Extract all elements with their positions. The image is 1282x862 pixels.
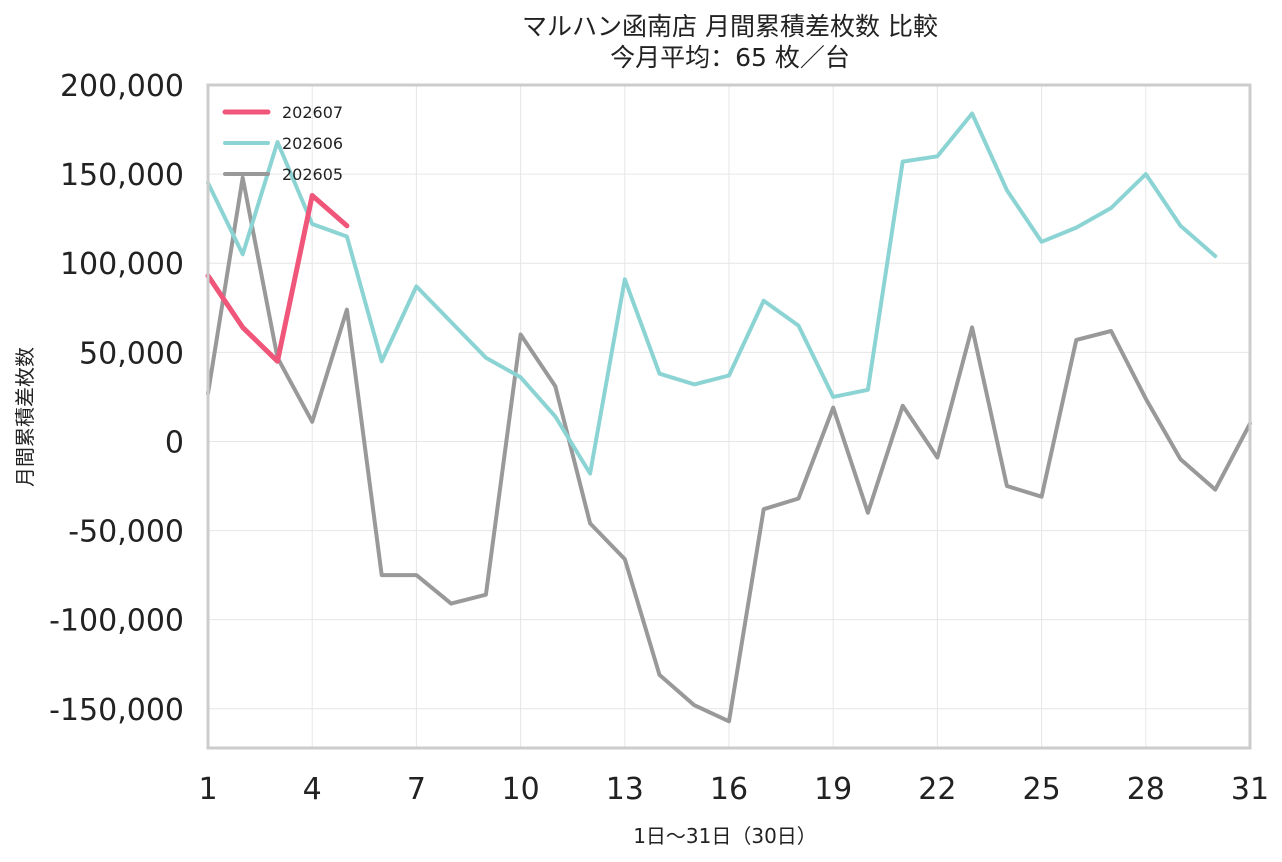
grid [207,84,1251,748]
legend-label-202607: 202607 [282,103,343,122]
series-line-202607 [205,193,350,364]
x-tick-label: 13 [606,772,644,807]
y-tick-label: -100,000 [49,604,184,639]
y-tick-label: 50,000 [79,336,184,371]
x-tick-label: 25 [1023,772,1061,807]
series-line-202606 [206,111,1218,476]
x-tick-label: 4 [303,772,322,807]
x-tick-label: 22 [918,772,956,807]
y-tick-label: 150,000 [60,158,184,193]
y-tick-label: -50,000 [68,515,184,550]
y-axis-ticks: 200,000 150,000 100,000 50,000 0 -50,000 -100,… [49,69,184,728]
series-layer [205,111,1252,724]
x-tick-label: 16 [710,772,748,807]
x-tick-label: 10 [502,772,540,807]
x-tick-label: 19 [814,772,852,807]
x-tick-label: 1 [198,772,217,807]
x-axis-label: 1日〜31日（30日） [633,824,817,848]
y-tick-label: -150,000 [49,693,184,728]
legend-label-202606: 202606 [282,134,343,153]
chart-subtitle: 今月平均：65 枚／台 [610,43,850,72]
y-axis-label: 月間累積差枚数 [13,347,37,487]
x-tick-label: 7 [407,772,426,807]
chart-title: マルハン函南店 月間累積差枚数 比較 [522,12,938,41]
plot-border [206,83,1252,750]
plot-frame [206,83,1252,750]
x-tick-label: 31 [1231,772,1269,807]
y-tick-label: 0 [165,425,184,460]
y-tick-label: 200,000 [60,69,184,104]
legend-label-202605: 202605 [282,165,343,184]
y-tick-label: 100,000 [60,247,184,282]
x-tick-label: 28 [1127,772,1165,807]
series-line-202605 [206,175,1252,724]
legend: 202607 202606 202605 [222,103,343,184]
x-axis-ticks: 1 4 7 10 13 16 19 22 25 28 31 [198,772,1269,807]
